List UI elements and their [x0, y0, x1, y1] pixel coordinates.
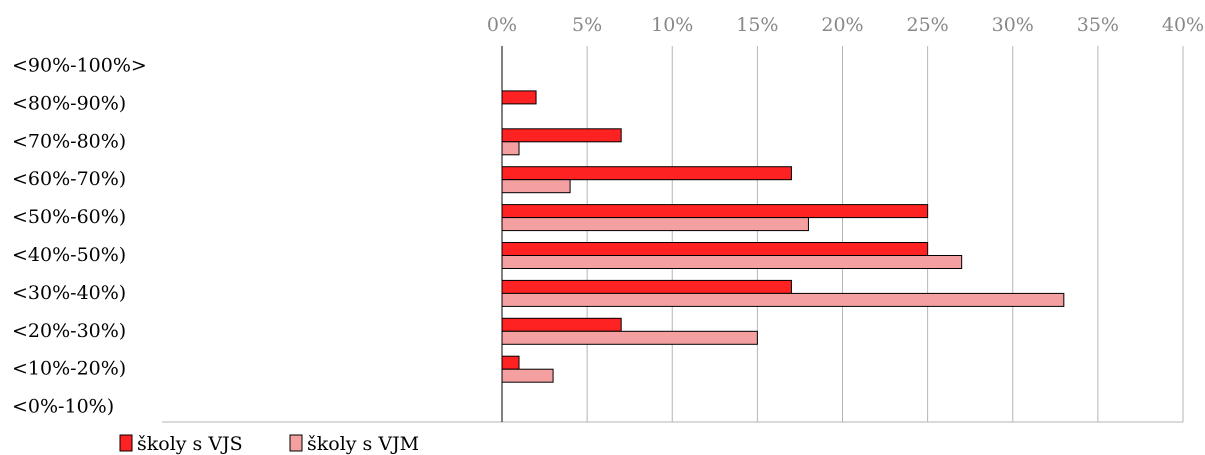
category-label: <50%-60%): [12, 206, 126, 228]
bar-vjm: [501, 217, 809, 232]
x-tick-labels: 0% 5% 10% 15% 20% 25% 30% 35% 40%: [487, 14, 1204, 36]
bar-vjs: [501, 355, 520, 370]
bar-vjm: [501, 368, 554, 383]
category-label: <80%-90%): [12, 92, 126, 114]
bar-vjm: [501, 292, 1065, 307]
bar-vjs: [501, 317, 622, 332]
x-tick-label: 5%: [572, 14, 602, 36]
x-tick-label: 25%: [907, 14, 949, 36]
legend-label: školy s VJS: [137, 433, 243, 455]
category-label: <90%-100%>: [12, 55, 147, 77]
x-tick-label: 35%: [1077, 14, 1119, 36]
bar-vjs: [501, 242, 929, 256]
category-label: <40%-50%): [12, 244, 126, 266]
category-label: <70%-80%): [12, 130, 126, 152]
x-tick-label: 15%: [736, 14, 778, 36]
x-tick-label: 30%: [992, 14, 1034, 36]
category-label: <30%-40%): [12, 282, 126, 304]
category-labels: <90%-100%> <80%-90%) <70%-80%) <60%-70%) <50…: [12, 55, 147, 418]
x-tick-label: 10%: [651, 14, 693, 36]
x-tick-label: 40%: [1162, 14, 1204, 36]
grid-lines: [162, 46, 1184, 423]
bars: [501, 90, 1065, 383]
legend-swatch: [119, 434, 133, 452]
legend-swatch: [289, 434, 303, 452]
bar-vjs: [501, 90, 537, 105]
category-label: <0%-10%): [12, 396, 114, 418]
legend: školy s VJS školy s VJM: [119, 433, 419, 455]
legend-label: školy s VJM: [307, 433, 419, 455]
bar-vjm: [501, 255, 963, 269]
x-tick-label: 0%: [487, 14, 517, 36]
bar-vjm: [501, 141, 520, 156]
bar-vjs: [501, 166, 792, 181]
bar-vjs: [501, 279, 792, 294]
bar-vjm: [501, 179, 571, 194]
category-label: <10%-20%): [12, 358, 126, 380]
bar-vjs: [501, 204, 929, 219]
category-label: <20%-30%): [12, 320, 126, 342]
category-label: <60%-70%): [12, 168, 126, 190]
x-tick-label: 20%: [821, 14, 863, 36]
bar-vjm: [501, 330, 758, 345]
bar-vjs: [501, 128, 622, 143]
